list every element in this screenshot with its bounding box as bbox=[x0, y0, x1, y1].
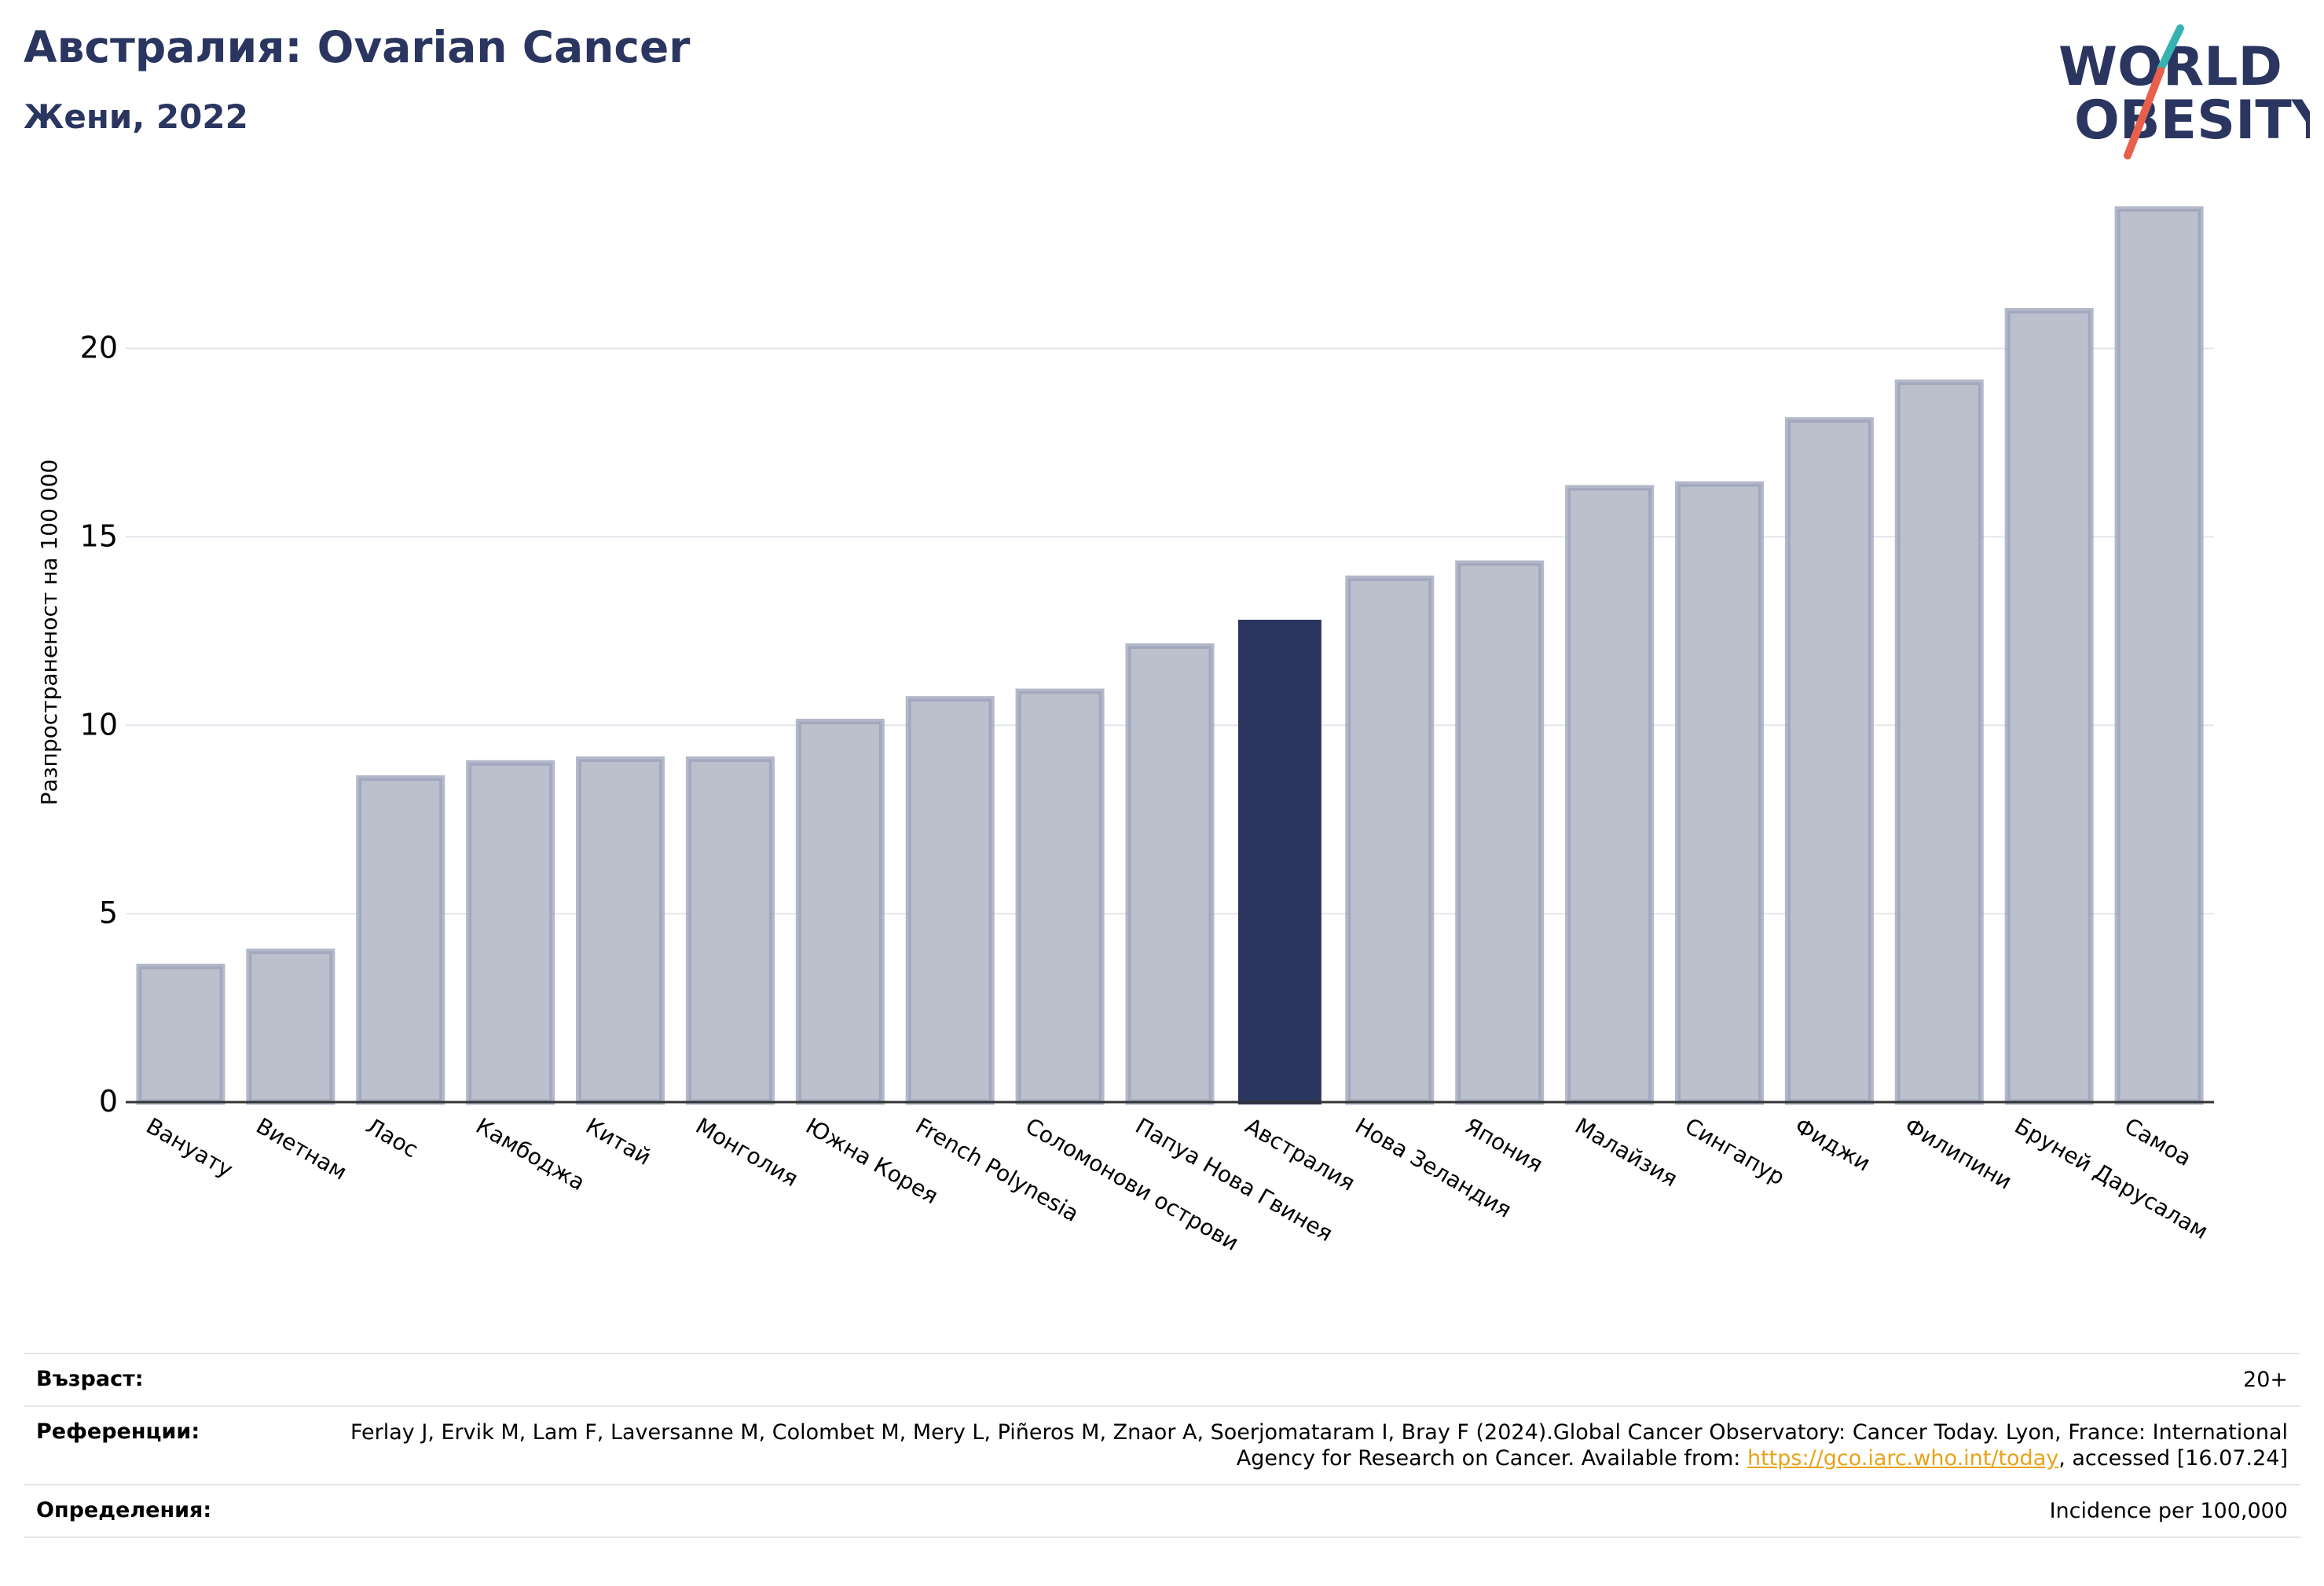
logo-word-obesity: OBESITY bbox=[2074, 90, 2310, 152]
bar bbox=[1345, 575, 1435, 1105]
y-tick-label: 20 bbox=[80, 331, 118, 365]
bar bbox=[466, 760, 555, 1105]
y-tick-label: 5 bbox=[99, 896, 118, 930]
age-label: Възраст: bbox=[36, 1367, 144, 1391]
x-tick-label: Филипини bbox=[1901, 1112, 2017, 1194]
logo-slash-red bbox=[2124, 67, 2165, 159]
x-tick-label: Бруней Даруса­лам bbox=[2011, 1112, 2213, 1244]
x-tick-label: Сингапур bbox=[1681, 1112, 1789, 1190]
bar bbox=[136, 963, 225, 1105]
definitions-label: Определения: bbox=[36, 1498, 212, 1522]
bar bbox=[905, 696, 995, 1105]
x-tick-label: Фиджи bbox=[1791, 1112, 1875, 1176]
x-tick-label: Виетнам bbox=[251, 1112, 351, 1185]
references-text: Ferlay J, Ervik M, Lam F, Laversanne M, … bbox=[324, 1419, 2288, 1471]
definitions-value: Incidence per 100,000 bbox=[2049, 1499, 2288, 1523]
bar bbox=[1784, 417, 1874, 1105]
logo-slash-teal bbox=[2157, 24, 2184, 73]
x-tick-label: Самоа bbox=[2121, 1112, 2196, 1171]
bar bbox=[795, 718, 885, 1105]
y-tick-label: 10 bbox=[80, 707, 118, 742]
y-tick-label: 0 bbox=[99, 1084, 118, 1119]
y-tick-label: 15 bbox=[80, 518, 118, 553]
bars bbox=[136, 206, 2204, 1105]
footer-row-age: Възраст: 20+ bbox=[24, 1353, 2300, 1405]
bar bbox=[1894, 379, 1984, 1105]
y-axis-ticks: 0 5 10 15 20 bbox=[80, 331, 118, 1119]
bar bbox=[1015, 688, 1105, 1105]
x-tick-label: Папуа Нова Гвинея bbox=[1131, 1112, 1337, 1247]
x-tick-label: Лаос bbox=[361, 1112, 423, 1163]
x-tick-label: Малайзия bbox=[1571, 1112, 1682, 1192]
bar-chart: 0 5 10 15 20 Вануату Виетнам Лаос КамбоджаКитай… bbox=[36, 206, 2214, 1256]
references-link[interactable]: https://gco.iarc.who.int/today bbox=[1747, 1446, 2059, 1471]
bar bbox=[2114, 206, 2204, 1105]
bar bbox=[576, 756, 665, 1105]
age-value: 20+ bbox=[2243, 1368, 2288, 1392]
references-citation: Ferlay J, Ervik M, Lam F, Laversanne M, … bbox=[350, 1420, 2288, 1471]
references-accessed: , accessed [16.07.24] bbox=[2058, 1446, 2288, 1471]
bar bbox=[1565, 485, 1655, 1105]
page-title: Австралия: Ovarian Cancer bbox=[24, 22, 691, 72]
x-tick-label: Камбоджа bbox=[471, 1112, 589, 1196]
x-tick-label: Япония bbox=[1461, 1112, 1547, 1178]
y-axis-label: Разпространеност на 100 000 bbox=[36, 460, 62, 806]
bar bbox=[2004, 308, 2094, 1105]
bar bbox=[685, 756, 775, 1105]
x-tick-label: Вануату bbox=[141, 1112, 237, 1182]
bar bbox=[246, 948, 335, 1105]
references-label: Референции: bbox=[36, 1419, 200, 1444]
bar bbox=[1455, 560, 1545, 1105]
footer-table: Възраст: 20+ Референции: Ferlay J, Ervik… bbox=[24, 1353, 2300, 1538]
bar bbox=[356, 775, 445, 1105]
page-subtitle: Жени, 2022 bbox=[24, 97, 248, 136]
footer-row-references: Референции: Ferlay J, Ervik M, Lam F, La… bbox=[24, 1405, 2300, 1484]
footer-row-definitions: Определения: Incidence per 100,000 bbox=[24, 1484, 2300, 1538]
bar bbox=[1237, 619, 1321, 1104]
bar bbox=[1674, 481, 1764, 1105]
world-obesity-logo: WORLD OBESITY bbox=[2058, 24, 2310, 159]
x-tick-label: Монголия bbox=[691, 1112, 803, 1192]
bar bbox=[1125, 643, 1215, 1105]
x-tick-label: Китай bbox=[581, 1112, 655, 1170]
